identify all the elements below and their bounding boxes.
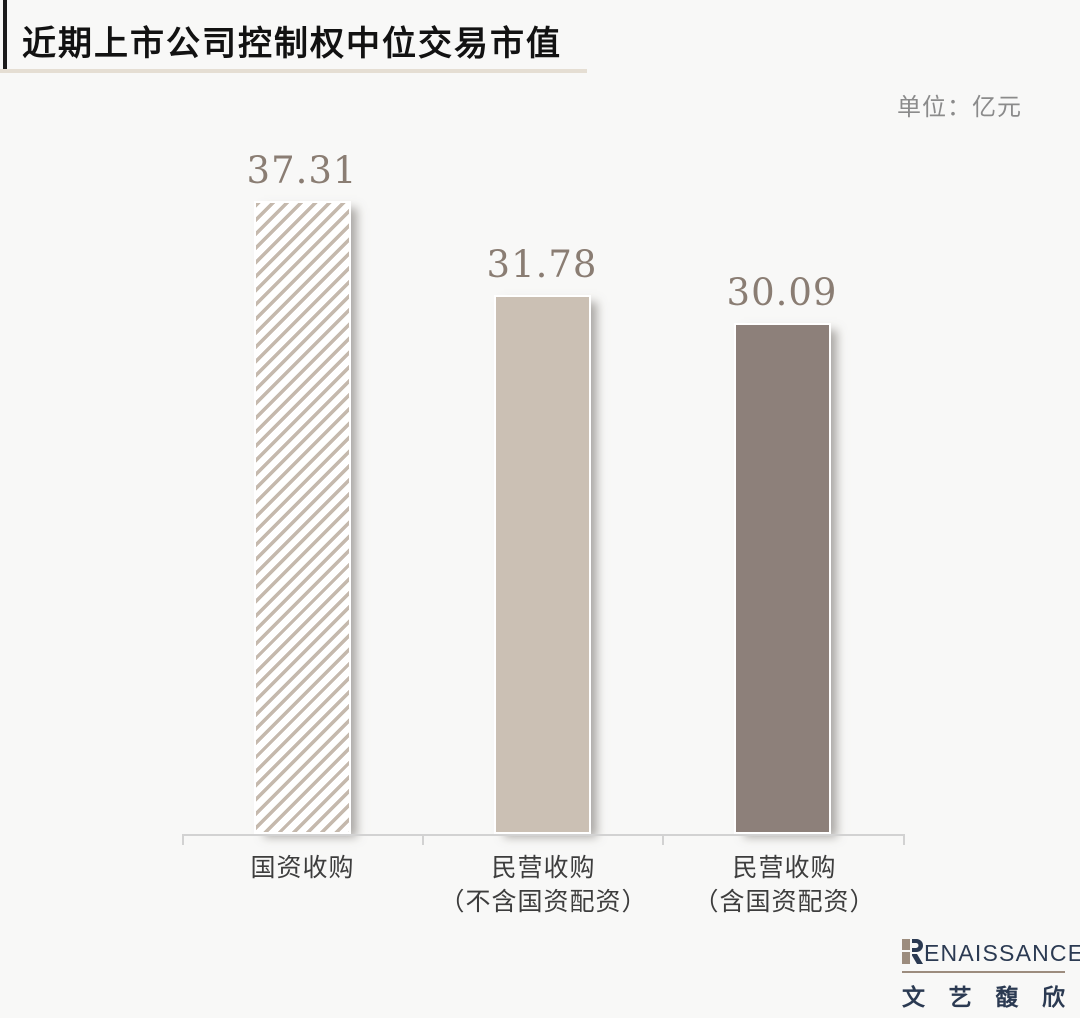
bar-group-guozi: 37.31 <box>182 0 422 834</box>
x-axis-line <box>182 834 905 845</box>
title-accent-line <box>3 0 7 70</box>
logo-cjk-name: 文 艺 馥 欣 <box>902 978 1065 1012</box>
category-labels: 国资收购 民营收购 （不含国资配资） 民营收购 （含国资配资） <box>182 851 905 919</box>
logo-wordmark-text: ENAISSANCE <box>924 940 1080 966</box>
category-label-minying-incl: 民营收购 （含国资配资） <box>664 851 905 919</box>
logo-divider-line <box>902 971 1065 973</box>
category-line: 民营收购 <box>732 853 837 882</box>
category-line: 国资收购 <box>250 853 355 882</box>
bar-guozi <box>254 201 351 834</box>
logo-cjk-char: 文 <box>902 984 925 1011</box>
renaissance-r-mark-icon <box>902 939 923 968</box>
value-label: 31.78 <box>486 243 598 286</box>
unit-label: 单位：亿元 <box>897 93 1022 121</box>
logo-cjk-char: 馥 <box>995 984 1019 1011</box>
bar-group-minying-excl: 31.78 <box>422 0 662 834</box>
bar-minying-excl <box>494 295 591 834</box>
bar-group-minying-incl: 30.09 <box>662 0 902 834</box>
page-title: 近期上市公司控制权中位交易市值 <box>22 24 562 64</box>
category-label-guozi: 国资收购 <box>182 851 423 919</box>
renaissance-logo: ENAISSANCE 文 艺 馥 欣 <box>902 939 1080 1012</box>
axis-tick <box>422 836 424 845</box>
category-line: （不含国资配资） <box>439 887 648 916</box>
category-label-minying-excl: 民营收购 （不含国资配资） <box>423 851 664 919</box>
bar-chart-plot: 37.31 31.78 30.09 <box>182 0 905 845</box>
value-label: 30.09 <box>726 271 838 314</box>
category-line: 民营收购 <box>491 853 596 882</box>
logo-cjk-char: 欣 <box>1041 984 1065 1011</box>
axis-tick <box>182 836 184 845</box>
bar-minying-incl <box>734 323 831 834</box>
title-underline <box>0 69 587 73</box>
axis-tick <box>903 836 905 845</box>
axis-tick <box>662 836 664 845</box>
logo-cjk-char: 艺 <box>948 984 972 1011</box>
value-label: 37.31 <box>246 149 358 192</box>
category-line: （含国资配资） <box>693 887 876 916</box>
logo-wordmark: ENAISSANCE <box>902 939 1080 968</box>
